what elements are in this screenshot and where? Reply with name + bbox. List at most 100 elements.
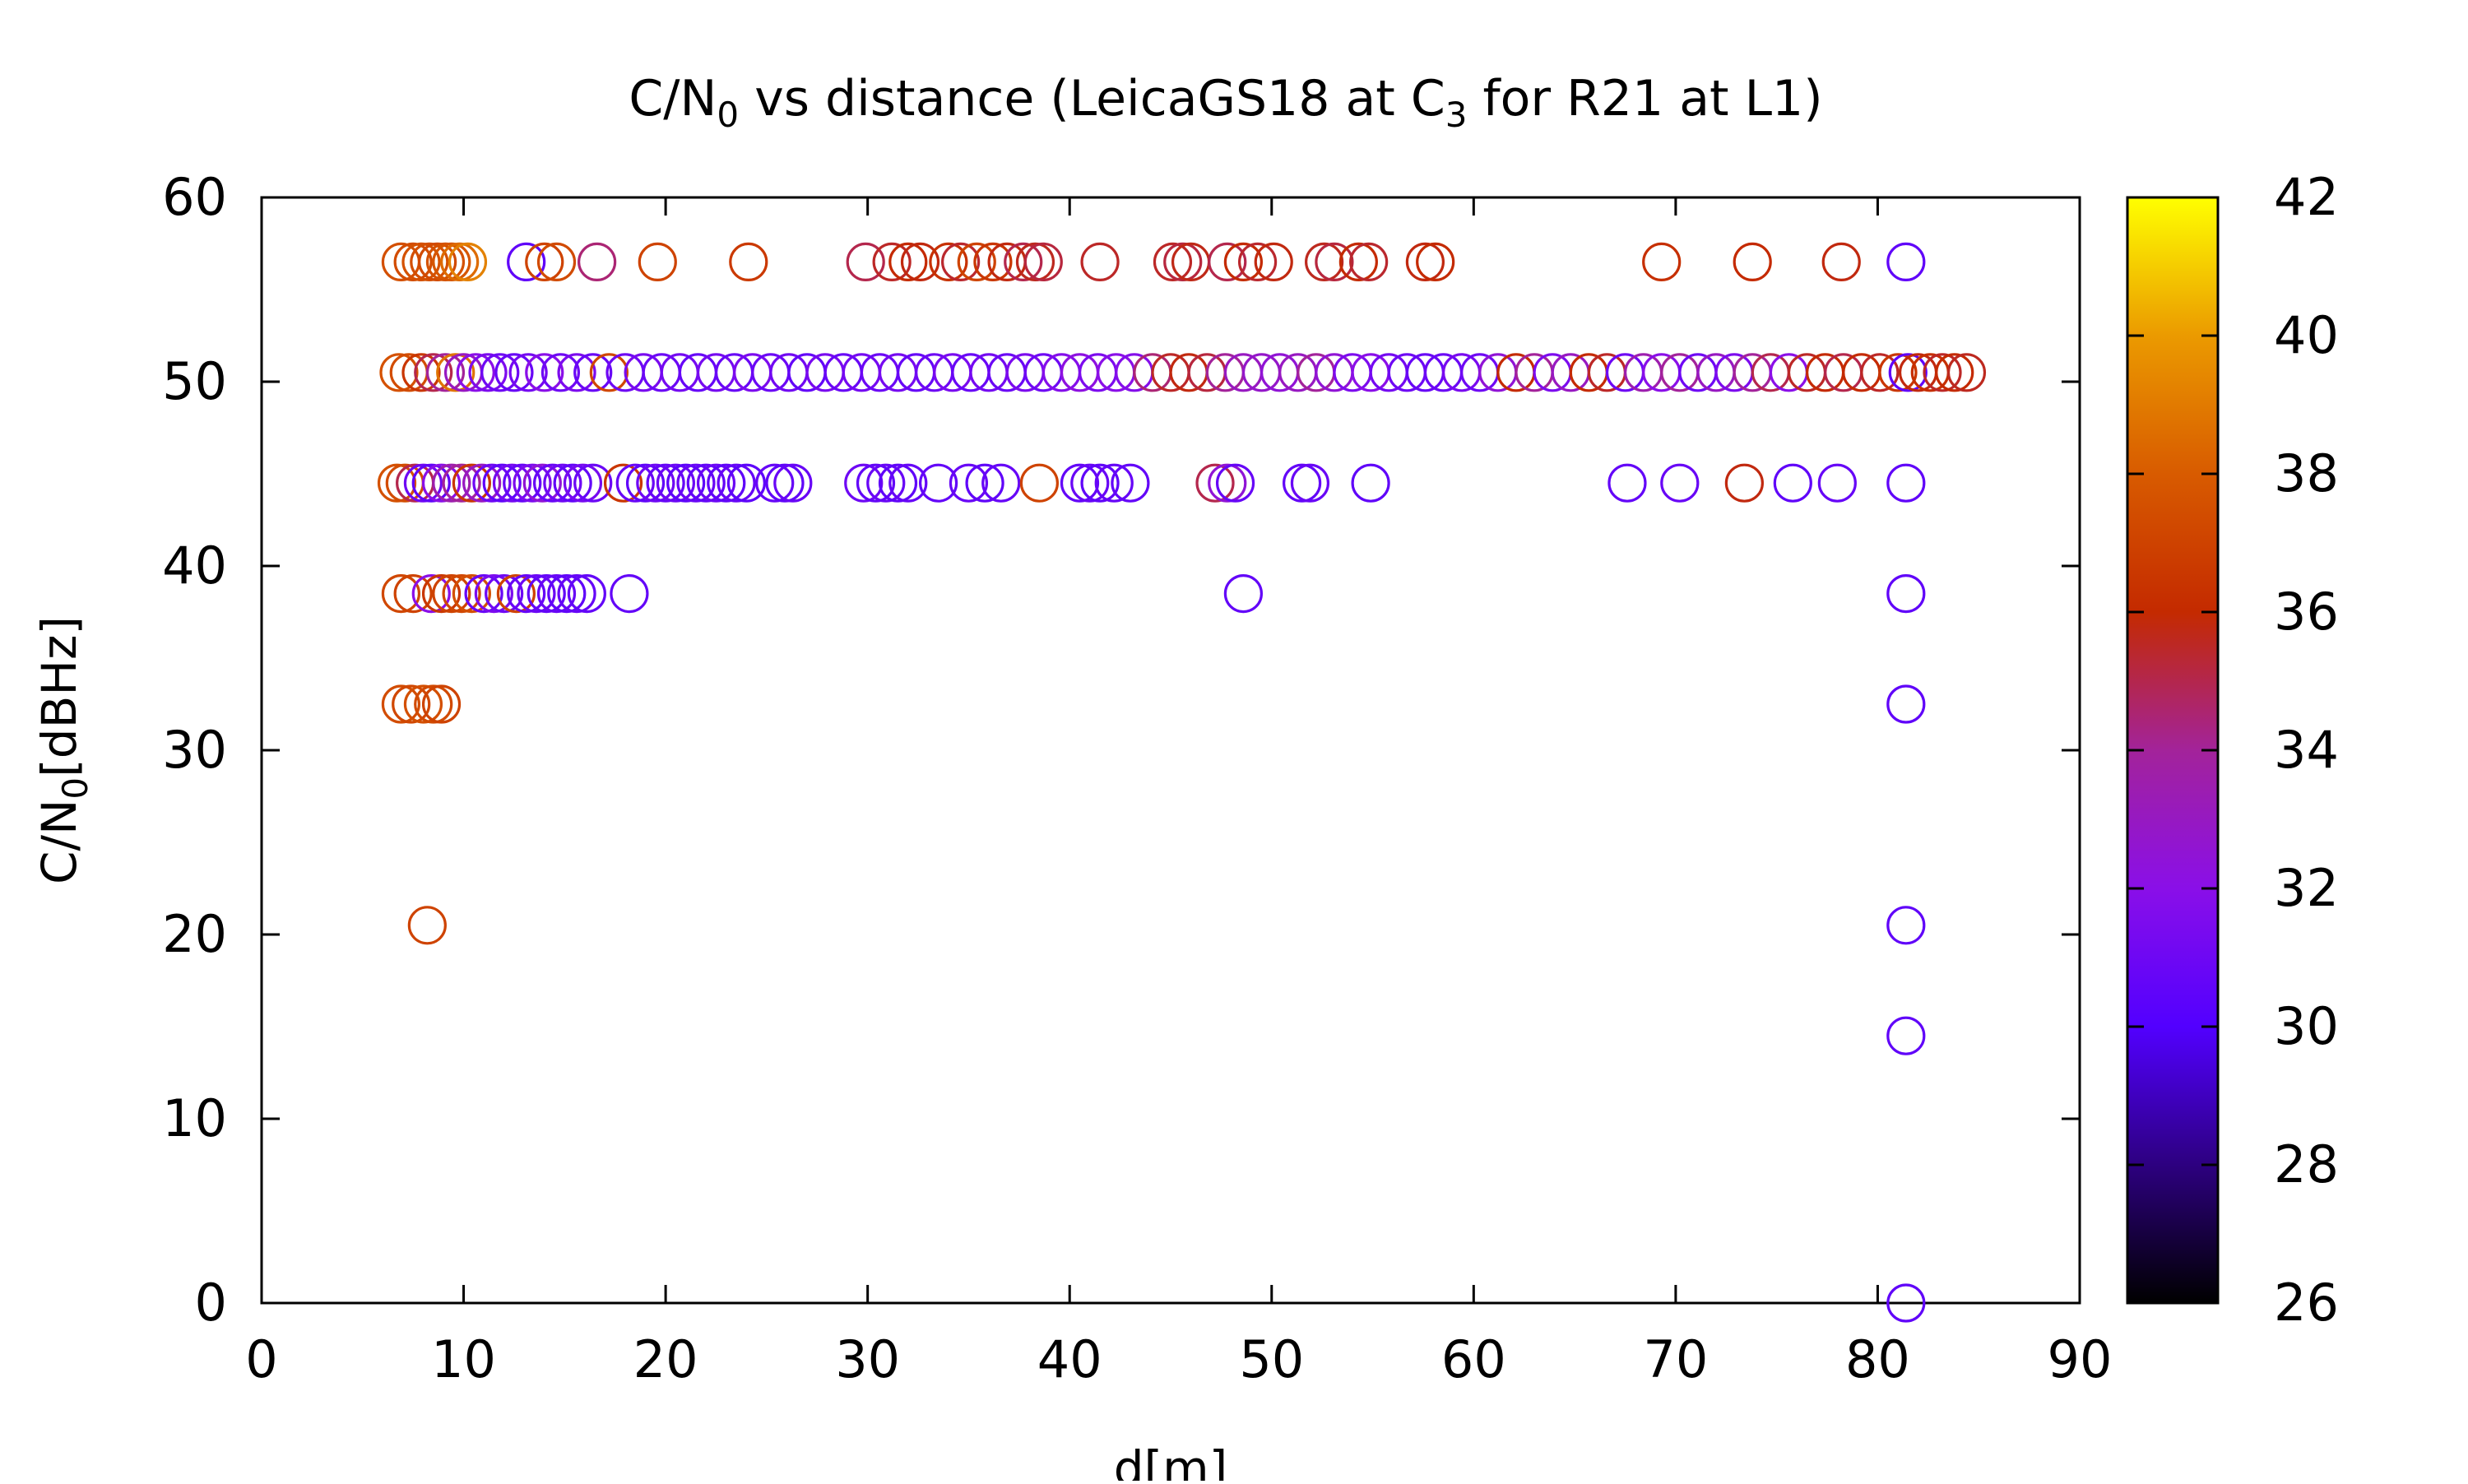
scatter-point (503, 463, 542, 503)
scatter-point (957, 242, 996, 281)
scatter-point (1080, 463, 1120, 503)
scatter-point (452, 463, 491, 503)
scatter-point (522, 463, 562, 503)
x-tick-label: 30 (835, 1329, 900, 1389)
scatter-point (1773, 463, 1812, 503)
scatter-point (381, 573, 421, 614)
scatter-point (625, 463, 666, 503)
scatter-point (656, 463, 695, 503)
scatter-point (941, 242, 981, 281)
y-axis-title: C/N0[dBHz] (31, 616, 95, 884)
scatter-point (527, 573, 566, 614)
scatter-point (563, 463, 603, 503)
scatter-point (981, 463, 1021, 503)
scatter-point (846, 242, 885, 281)
scatter-point (401, 353, 441, 392)
scatter-point (442, 573, 481, 614)
scatter-point (1817, 463, 1857, 503)
scatter-point (686, 463, 726, 503)
scatter-point (1290, 463, 1330, 503)
scatter-point (1060, 463, 1100, 503)
scatter-point (1223, 573, 1264, 614)
y-tick-label: 30 (162, 720, 227, 780)
scatter-point (1607, 463, 1647, 503)
scatter-point (540, 353, 581, 392)
scatter-point (578, 242, 617, 281)
y-tick-label: 0 (195, 1273, 227, 1333)
scatter-point (1878, 353, 1918, 392)
colorbar-tick-label: 28 (2274, 1134, 2339, 1194)
scatter-point (856, 463, 896, 503)
scatter-point (1153, 242, 1193, 281)
scatter-point (878, 463, 918, 503)
scatter-point (888, 463, 928, 503)
x-tick-label: 40 (1037, 1329, 1102, 1389)
scatter-point (1195, 463, 1235, 503)
scatter-point (973, 242, 1013, 281)
scatter-point (949, 463, 989, 503)
x-axis-title: d[m] (1114, 1440, 1228, 1481)
x-tick-label: 20 (633, 1329, 698, 1389)
x-axis: 0 10 20 30 40 50 60 70 80 90 (245, 197, 2112, 1389)
scatter-point (1886, 684, 1926, 724)
scatter-point (547, 573, 587, 614)
scatter-point (888, 242, 928, 281)
scatter-point (929, 242, 968, 281)
scatter-point (480, 353, 520, 392)
scatter-point (468, 353, 508, 392)
scatter-point (1642, 242, 1682, 281)
scatter-point (517, 573, 556, 614)
scatter-point (1070, 463, 1110, 503)
scatter-point (1724, 463, 1764, 503)
scatter-point (707, 463, 746, 503)
scatter-point (507, 573, 546, 614)
scatter-point (1946, 353, 1987, 392)
scatter-point (676, 463, 716, 503)
scatter-point (1015, 242, 1055, 281)
scatter-point (573, 353, 613, 392)
scatter-point (452, 573, 491, 614)
scatter-point (1886, 906, 1926, 945)
scatter-point (432, 463, 471, 503)
scatter-point (462, 463, 502, 503)
scatter-point (900, 242, 940, 281)
colorbar-tick-label: 34 (2274, 720, 2339, 780)
scatter-point (543, 463, 582, 503)
scatter-point (525, 353, 564, 392)
chart-title: C/N0 vs distance (LeicaGS18 at C3 for R2… (629, 70, 1822, 135)
scatter-point (410, 242, 449, 281)
scatter-point (403, 684, 443, 724)
scatter-point (1351, 463, 1390, 503)
scatter-point (1416, 242, 1455, 281)
scatter-point (513, 463, 552, 503)
scatter-point (717, 463, 756, 503)
scatter-point (1080, 242, 1120, 281)
scatter-point (508, 353, 548, 392)
scatter-point (440, 242, 480, 281)
colorbar-tick-label: 30 (2274, 996, 2339, 1056)
scatter-point (729, 242, 768, 281)
scatter-point (557, 573, 596, 614)
scatter-point (1305, 242, 1344, 281)
scatter-point (472, 463, 512, 503)
scatter-point (1315, 242, 1354, 281)
scatter-point (442, 463, 481, 503)
scatter-point (507, 242, 546, 281)
scatter-point (536, 573, 577, 614)
scatter-point (496, 573, 536, 614)
scatter-point (485, 573, 524, 614)
colorbar-tick-label: 26 (2274, 1273, 2339, 1333)
colorbar-tick-label: 38 (2274, 443, 2339, 503)
scatter-point (414, 353, 453, 392)
x-tick-label: 50 (1239, 1329, 1304, 1389)
scatter-point (866, 463, 906, 503)
scatter-point (553, 463, 592, 503)
scatter-point (377, 463, 417, 503)
x-tick-label: 70 (1643, 1329, 1708, 1389)
scatter-point (1349, 242, 1389, 281)
scatter-point (1733, 242, 1772, 281)
scatter-point (1860, 353, 1900, 392)
scatter-point (421, 573, 462, 614)
